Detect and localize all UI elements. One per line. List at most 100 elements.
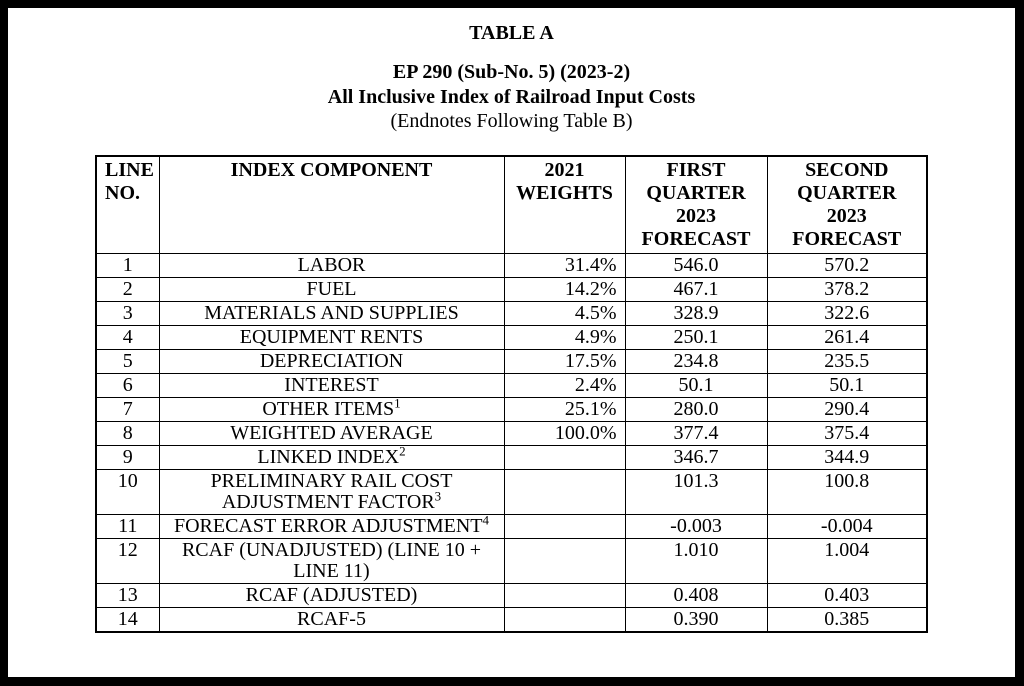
weight-cell <box>503 513 626 539</box>
component-cell: RCAF (UNADJUSTED) (LINE 10 + LINE 11) <box>158 537 505 584</box>
component-cell: FUEL <box>158 276 505 302</box>
q2-forecast-cell: 261.4 <box>766 324 928 350</box>
weight-cell: 14.2% <box>503 276 626 302</box>
line-no-cell: 7 <box>95 396 160 422</box>
q1-forecast-cell: 101.3 <box>624 468 768 515</box>
table-row: 3 MATERIALS AND SUPPLIES 4.5% 328.9 322.… <box>95 300 928 326</box>
line-no-cell: 4 <box>95 324 160 350</box>
table-label: TABLE A <box>469 22 554 44</box>
col-header-2021-weights: 2021 WEIGHTS <box>503 155 626 254</box>
table-row: 6 INTEREST 2.4% 50.1 50.1 <box>95 372 928 398</box>
line-no-cell: 8 <box>95 420 160 446</box>
component-cell: LINKED INDEX2 <box>158 444 505 470</box>
line-no-cell: 3 <box>95 300 160 326</box>
component-cell: INTEREST <box>158 372 505 398</box>
weight-cell <box>503 606 626 632</box>
q2-forecast-cell: 0.403 <box>766 582 928 608</box>
document-page: TABLE A EP 290 (Sub-No. 5) (2023-2) All … <box>8 8 1015 677</box>
table-row: 11 FORECAST ERROR ADJUSTMENT4 -0.003 -0.… <box>95 513 928 539</box>
docket-title: EP 290 (Sub-No. 5) (2023-2) <box>392 61 631 83</box>
q2-forecast-cell: 570.2 <box>766 252 928 278</box>
table-row: 9 LINKED INDEX2 346.7 344.9 <box>95 444 928 470</box>
header-row: LINE NO. INDEX COMPONENT 2021 WEIGHTS FI… <box>95 155 928 254</box>
weight-cell: 25.1% <box>503 396 626 422</box>
table-row: 1 LABOR 31.4% 546.0 570.2 <box>95 252 928 278</box>
q2-forecast-cell: 100.8 <box>766 468 928 515</box>
q1-forecast-cell: 234.8 <box>624 348 768 374</box>
q1-forecast-cell: 280.0 <box>624 396 768 422</box>
q1-forecast-cell: 0.408 <box>624 582 768 608</box>
line-no-cell: 6 <box>95 372 160 398</box>
q2-forecast-cell: 322.6 <box>766 300 928 326</box>
table-row: 14 RCAF-5 0.390 0.385 <box>95 606 928 632</box>
component-cell: MATERIALS AND SUPPLIES <box>158 300 505 326</box>
main-title: All Inclusive Index of Railroad Input Co… <box>327 85 696 108</box>
table-body: 1 LABOR 31.4% 546.0 570.2 2 FUEL 14.2% 4… <box>95 252 928 632</box>
line-no-cell: 2 <box>95 276 160 302</box>
q2-forecast-cell: 290.4 <box>766 396 928 422</box>
line-no-cell: 13 <box>95 582 160 608</box>
weight-cell: 2.4% <box>503 372 626 398</box>
component-cell: RCAF (ADJUSTED) <box>158 582 505 608</box>
component-cell: LABOR <box>158 252 505 278</box>
col-header-index-component: INDEX COMPONENT <box>158 155 505 254</box>
q2-forecast-cell: -0.004 <box>766 513 928 539</box>
col-header-line-no: LINE NO. <box>95 155 160 254</box>
table-row: 10 PRELIMINARY RAIL COST ADJUSTMENT FACT… <box>95 468 928 515</box>
q1-forecast-cell: 467.1 <box>624 276 768 302</box>
component-cell: DEPRECIATION <box>158 348 505 374</box>
weight-cell <box>503 582 626 608</box>
table-row: 13 RCAF (ADJUSTED) 0.408 0.403 <box>95 582 928 608</box>
table-row: 5 DEPRECIATION 17.5% 234.8 235.5 <box>95 348 928 374</box>
q2-forecast-cell: 378.2 <box>766 276 928 302</box>
table-row: 4 EQUIPMENT RENTS 4.9% 250.1 261.4 <box>95 324 928 350</box>
q1-forecast-cell: 50.1 <box>624 372 768 398</box>
line-no-cell: 14 <box>95 606 160 632</box>
weight-cell: 31.4% <box>503 252 626 278</box>
component-cell: PRELIMINARY RAIL COST ADJUSTMENT FACTOR3 <box>158 468 505 515</box>
table-row: 2 FUEL 14.2% 467.1 378.2 <box>95 276 928 302</box>
q1-forecast-cell: 546.0 <box>624 252 768 278</box>
endnotes-note: (Endnotes Following Table B) <box>390 110 633 132</box>
component-cell: FORECAST ERROR ADJUSTMENT4 <box>158 513 505 539</box>
line-no-cell: 11 <box>95 513 160 539</box>
weight-cell: 4.5% <box>503 300 626 326</box>
q2-forecast-cell: 375.4 <box>766 420 928 446</box>
table-row: 8 WEIGHTED AVERAGE 100.0% 377.4 375.4 <box>95 420 928 446</box>
line-no-cell: 1 <box>95 252 160 278</box>
title-block: EP 290 (Sub-No. 5) (2023-2) All Inclusiv… <box>8 60 1015 134</box>
q1-forecast-cell: 328.9 <box>624 300 768 326</box>
component-cell: EQUIPMENT RENTS <box>158 324 505 350</box>
weight-cell <box>503 468 626 515</box>
cost-index-table: LINE NO. INDEX COMPONENT 2021 WEIGHTS FI… <box>95 154 928 633</box>
weight-cell: 4.9% <box>503 324 626 350</box>
component-cell: WEIGHTED AVERAGE <box>158 420 505 446</box>
col-header-q2-2023-forecast: SECOND QUARTER 2023 FORECAST <box>766 155 928 254</box>
q1-forecast-cell: 346.7 <box>624 444 768 470</box>
q2-forecast-cell: 344.9 <box>766 444 928 470</box>
table-row: 7 OTHER ITEMS1 25.1% 280.0 290.4 <box>95 396 928 422</box>
q1-forecast-cell: 377.4 <box>624 420 768 446</box>
line-no-cell: 9 <box>95 444 160 470</box>
q2-forecast-cell: 1.004 <box>766 537 928 584</box>
q1-forecast-cell: 0.390 <box>624 606 768 632</box>
line-no-cell: 5 <box>95 348 160 374</box>
q1-forecast-cell: 250.1 <box>624 324 768 350</box>
weight-cell: 100.0% <box>503 420 626 446</box>
weight-cell: 17.5% <box>503 348 626 374</box>
q1-forecast-cell: -0.003 <box>624 513 768 539</box>
q2-forecast-cell: 235.5 <box>766 348 928 374</box>
component-cell: RCAF-5 <box>158 606 505 632</box>
component-cell: OTHER ITEMS1 <box>158 396 505 422</box>
table-row: 12 RCAF (UNADJUSTED) (LINE 10 + LINE 11)… <box>95 537 928 584</box>
col-header-q1-2023-forecast: FIRST QUARTER 2023 FORECAST <box>624 155 768 254</box>
q2-forecast-cell: 50.1 <box>766 372 928 398</box>
weight-cell <box>503 444 626 470</box>
weight-cell <box>503 537 626 584</box>
line-no-cell: 10 <box>95 468 160 515</box>
q2-forecast-cell: 0.385 <box>766 606 928 632</box>
q1-forecast-cell: 1.010 <box>624 537 768 584</box>
line-no-cell: 12 <box>95 537 160 584</box>
table-header: LINE NO. INDEX COMPONENT 2021 WEIGHTS FI… <box>95 155 928 254</box>
